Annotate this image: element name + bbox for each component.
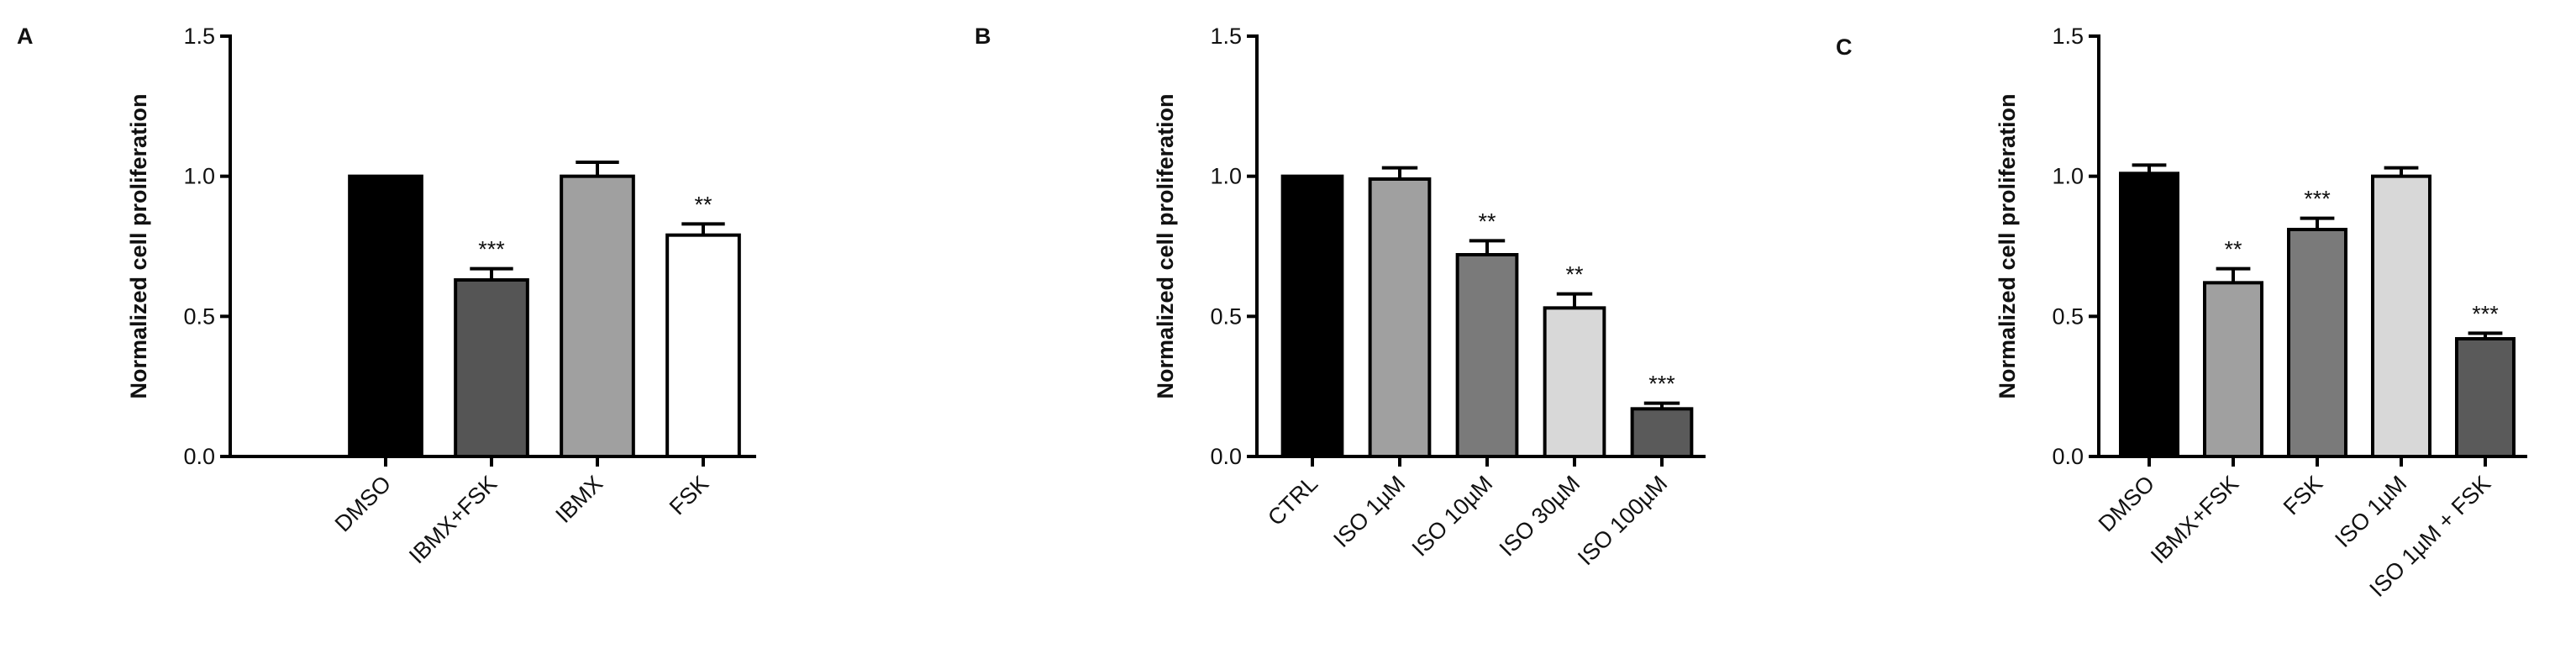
bar xyxy=(665,233,741,458)
y-tick-label: 0.0 xyxy=(183,444,215,469)
significance: ** xyxy=(2224,237,2242,262)
significance: *** xyxy=(478,237,505,262)
y-tick-label: 0.0 xyxy=(2052,444,2084,469)
x-tick-label: ISO 1µM xyxy=(2330,471,2411,552)
bar xyxy=(2455,337,2516,458)
x-tick-label: IBMX+FSK xyxy=(404,471,502,568)
bar xyxy=(1455,253,1519,458)
panel-label: B xyxy=(975,24,991,49)
bar xyxy=(2119,171,2179,458)
significance: ** xyxy=(1478,208,1496,234)
x-tick-label: ISO 100µM xyxy=(1573,471,1672,570)
y-tick-label: 1.5 xyxy=(2052,24,2084,49)
significance: ** xyxy=(1565,262,1584,288)
y-axis-label: Normalized cell proliferation xyxy=(1995,93,2020,398)
x-tick-label: DMSO xyxy=(2094,471,2159,536)
bar xyxy=(1630,407,1694,459)
y-axis-label: Normalized cell proliferation xyxy=(1153,93,1178,398)
bar xyxy=(1368,177,1432,458)
x-tick-label: ISO 30µM xyxy=(1495,471,1585,562)
y-tick-label: 0.5 xyxy=(1210,303,1242,329)
x-tick-label: CTRL xyxy=(1263,471,1322,530)
x-tick-label: ISO 10µM xyxy=(1407,471,1498,562)
significance: *** xyxy=(2304,187,2331,212)
bar xyxy=(560,174,635,459)
significance: ** xyxy=(694,192,712,217)
significance: *** xyxy=(1648,372,1675,397)
y-tick-label: 0.5 xyxy=(183,303,215,329)
bar xyxy=(1543,306,1606,459)
x-tick-label: IBMX xyxy=(550,471,607,528)
x-tick-label: FSK xyxy=(665,471,713,520)
panel-label: A xyxy=(17,24,34,49)
bar xyxy=(1280,174,1344,459)
y-tick-label: 1.5 xyxy=(1210,24,1242,49)
x-tick-label: FSK xyxy=(2279,471,2327,520)
bar xyxy=(2371,174,2431,459)
y-tick-label: 0.0 xyxy=(1210,444,1242,469)
x-tick-label: IBMX+FSK xyxy=(2146,471,2243,568)
bar xyxy=(2203,281,2263,459)
panel-label: C xyxy=(1836,34,1853,60)
y-tick-label: 1.0 xyxy=(183,164,215,189)
bar xyxy=(2287,228,2347,458)
y-tick-label: 1.0 xyxy=(1210,164,1242,189)
bar xyxy=(348,174,423,459)
x-tick-label: DMSO xyxy=(330,471,396,536)
bar xyxy=(454,278,529,458)
y-tick-label: 0.5 xyxy=(2052,303,2084,329)
significance: *** xyxy=(2472,301,2499,326)
x-tick-label: ISO 1µM xyxy=(1328,471,1410,552)
y-tick-label: 1.0 xyxy=(2052,164,2084,189)
y-tick-label: 1.5 xyxy=(183,24,215,49)
y-axis-label: Normalized cell proliferation xyxy=(126,93,151,398)
